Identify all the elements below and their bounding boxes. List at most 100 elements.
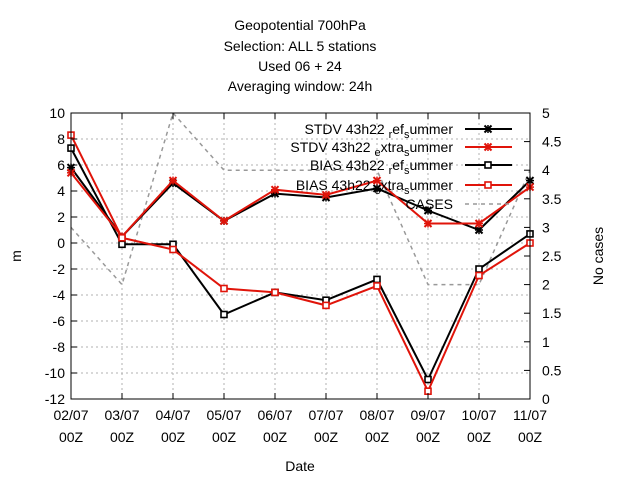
title-line-3: Used 06 + 24: [258, 58, 342, 74]
y2-tick-label: 1: [542, 334, 550, 350]
data-point: [118, 234, 126, 242]
x-tick-label-time: 00Z: [518, 429, 543, 445]
y-tick-label: 0: [57, 235, 65, 251]
y-tick-label: -6: [53, 313, 66, 329]
series-4: [70, 111, 531, 287]
y-tick-label: 10: [49, 105, 65, 121]
y-tick-label: 8: [57, 131, 65, 147]
y2-tick-label: 2: [542, 277, 550, 293]
data-point: [373, 275, 381, 284]
x-tick-label: 04/07: [155, 407, 190, 423]
y-tick-label: 6: [57, 157, 65, 173]
plot-frame: [70, 112, 531, 400]
series-line: [70, 134, 531, 394]
y2-tick-label: 4.5: [542, 134, 562, 150]
series-line: [70, 172, 531, 239]
plot-border: [70, 112, 531, 400]
legend-label: BIAS 43h22 extrasummer: [296, 177, 453, 197]
data-point: [474, 219, 484, 228]
title-line-2: Selection: ALL 5 stations: [224, 38, 377, 54]
series-layer: [66, 111, 535, 396]
x-tick-label-time: 00Z: [365, 429, 390, 445]
legend-entry: STDV 43h22 extrasummer: [290, 139, 512, 159]
x-axis-label: Date: [285, 458, 315, 474]
legend-marker: [484, 181, 492, 189]
title-line-4: Averaging window: 24h: [228, 78, 373, 94]
data-point: [321, 190, 331, 200]
data-point: [271, 288, 279, 297]
y-tick-label: -8: [53, 339, 66, 355]
x-tick-label-time: 00Z: [161, 429, 186, 445]
series-line: [70, 111, 531, 287]
series-0: [66, 163, 535, 241]
data-point: [169, 245, 177, 254]
y-tick-label: 4: [57, 183, 65, 199]
grid: [70, 112, 531, 400]
y2-tick-label: 0: [542, 391, 550, 407]
x-tick-label-time: 00Z: [416, 429, 441, 445]
legend-label: BIAS 43h22 refsummer: [310, 157, 453, 177]
x-tick-label: 02/07: [53, 407, 88, 423]
y2-axis-label: No cases: [590, 227, 606, 285]
series-1: [66, 168, 535, 241]
legend-marker: [484, 161, 492, 169]
x-tick-label-time: 00Z: [263, 429, 288, 445]
data-point: [423, 206, 433, 215]
y2-tick-label: 0.5: [542, 362, 562, 378]
data-point: [475, 265, 483, 273]
chart-title: Geopotential 700hPa Selection: ALL 5 sta…: [224, 17, 377, 94]
y2-tick-label: 2.5: [542, 248, 562, 264]
x-tick-label-time: 00Z: [212, 429, 237, 445]
y-tick-label: -4: [53, 287, 66, 303]
y2-tick-label: 3.5: [542, 191, 562, 207]
data-point: [270, 185, 280, 194]
y-tick-label: -12: [45, 391, 65, 407]
y2-tick-label: 3: [542, 219, 550, 235]
data-point: [219, 216, 229, 226]
x-tick-label: 10/07: [461, 407, 496, 423]
data-point: [322, 301, 330, 310]
y2-tick-label: 4: [542, 162, 550, 178]
y-tick-label: -10: [45, 365, 65, 381]
data-point: [220, 284, 228, 293]
data-point: [423, 219, 433, 228]
axis-ticks: 10 8 6 4 2 0 -2 -4 -6 -8 -10 -12 5 4.5 4 3.5 3 2.5 2 1.5 1 0.…: [45, 105, 562, 445]
data-point: [220, 310, 228, 319]
series-3: [67, 131, 534, 396]
x-tick-label: 08/07: [359, 407, 394, 423]
x-tick-label: 05/07: [206, 407, 241, 423]
x-tick-label: 11/07: [513, 407, 547, 423]
data-point: [424, 375, 432, 384]
legend-entry: CASES: [406, 196, 512, 212]
data-point: [372, 184, 382, 193]
y-axis-label: m: [8, 250, 24, 262]
y2-tick-label: 5: [542, 105, 550, 121]
x-tick-label-time: 00Z: [110, 429, 135, 445]
x-tick-label: 07/07: [308, 407, 343, 423]
x-tick-label: 09/07: [410, 407, 445, 423]
data-point: [372, 176, 382, 185]
data-point: [373, 282, 381, 290]
legend-entry: BIAS 43h22 extrasummer: [296, 177, 512, 197]
data-point: [118, 240, 126, 249]
legend-marker: [483, 124, 493, 134]
legend-entry: STDV 43h22 refsummer: [305, 121, 512, 141]
data-point: [475, 271, 483, 280]
data-point: [168, 176, 178, 185]
legend-label: CASES: [406, 196, 453, 212]
legend-label: STDV 43h22 refsummer: [305, 121, 454, 141]
x-tick-label: 03/07: [104, 407, 139, 423]
x-tick-label: 06/07: [257, 407, 292, 423]
x-tick-label-time: 00Z: [467, 429, 492, 445]
y-tick-label: -2: [53, 261, 66, 277]
x-tick-label-time: 00Z: [59, 429, 84, 445]
title-line-1: Geopotential 700hPa: [234, 17, 366, 33]
legend-marker: [483, 142, 493, 152]
x-tick-label-time: 00Z: [314, 429, 339, 445]
y2-tick-label: 1.5: [542, 305, 562, 321]
y-tick-label: 2: [57, 209, 65, 225]
legend-label: STDV 43h22 extrasummer: [290, 139, 453, 159]
legend-entry: BIAS 43h22 refsummer: [310, 157, 512, 177]
